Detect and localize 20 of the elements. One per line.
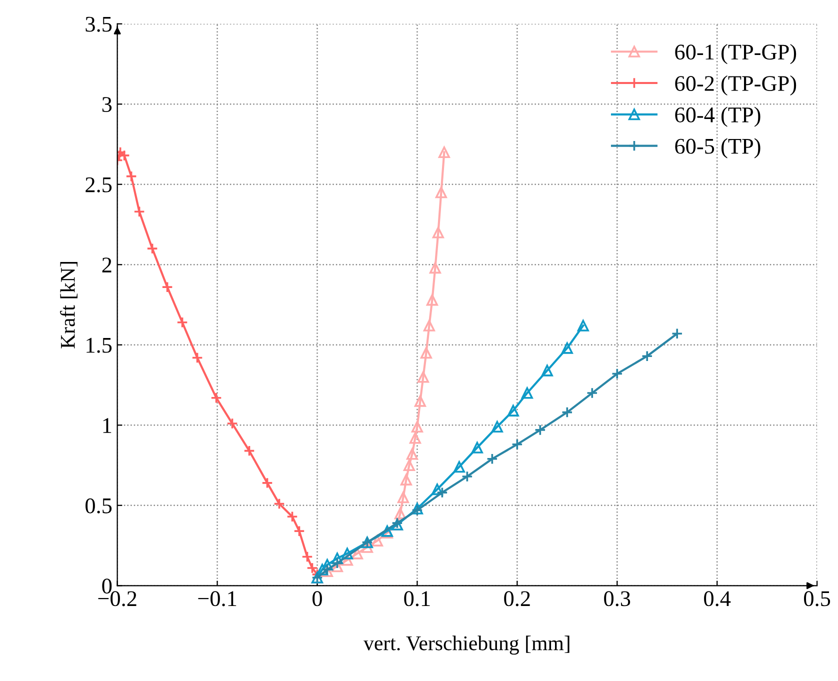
- x-tick-label: 0.4: [704, 591, 731, 606]
- legend-label: 60-1 (TP-GP): [675, 44, 796, 64]
- legend-label: 60-4 (TP): [675, 106, 760, 127]
- legend-label: 60-5 (TP): [675, 138, 760, 158]
- y-tick-label: 0.5: [86, 498, 112, 514]
- y-tick-label: 2.5: [86, 177, 112, 192]
- x-tick-label: 0.3: [604, 591, 630, 606]
- x-tick-label: 0.1: [404, 591, 430, 606]
- legend-label: 60-2 (TP-GP): [675, 75, 796, 96]
- x-axis-title: vert. Verschiebung [mm]: [364, 636, 570, 655]
- x-tick-label: 0.2: [504, 591, 530, 606]
- x-tick-label: 0.5: [804, 591, 830, 606]
- y-axis-title: Kraft [kN]: [60, 262, 78, 348]
- y-tick-label: 3.5: [86, 16, 112, 32]
- y-tick-label: 2: [102, 258, 112, 272]
- y-tick-label: 1: [103, 418, 112, 433]
- y-tick-label: 1.5: [86, 338, 112, 353]
- x-tick-label: 0: [312, 591, 322, 606]
- y-tick-label: 3: [102, 97, 112, 112]
- x-tick-label: −0.1: [198, 591, 236, 606]
